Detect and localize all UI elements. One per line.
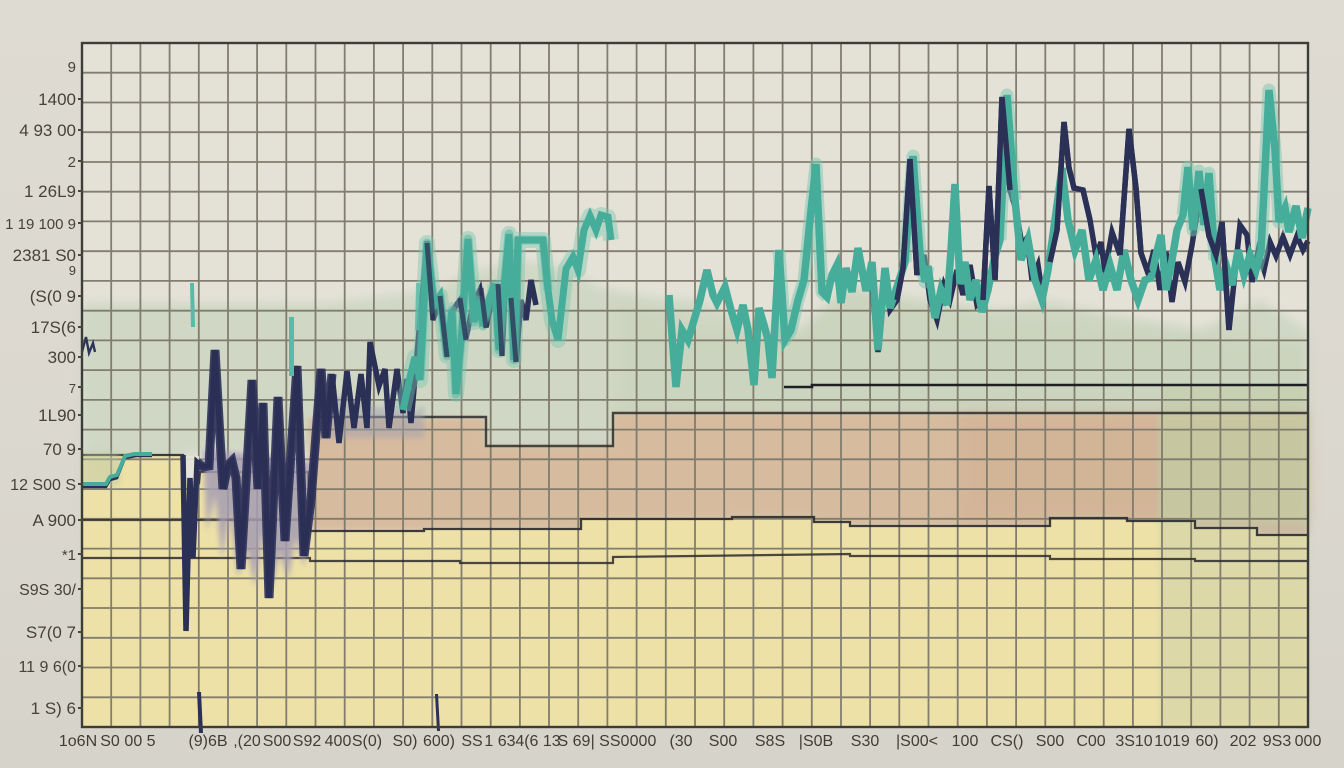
svg-text:3S10: 3S10 [1115,733,1152,750]
svg-text:S30: S30 [851,733,880,750]
svg-text:70 9: 70 9 [43,440,76,459]
svg-text:S00: S00 [263,733,292,750]
svg-text:S0): S0) [393,733,418,750]
svg-text:1L90: 1L90 [38,406,76,425]
svg-text:|S0B: |S0B [799,733,833,750]
svg-text:|S00<: |S00< [896,733,938,750]
svg-text:00 5: 00 5 [124,733,155,750]
svg-text:7: 7 [69,381,76,396]
svg-text:1 26L9: 1 26L9 [24,182,76,201]
svg-text:100: 100 [952,733,979,750]
svg-text:11 9 6(0: 11 9 6(0 [18,659,76,676]
svg-text:400: 400 [325,733,352,750]
svg-text:S(0): S(0) [352,733,382,750]
svg-text:000: 000 [630,733,657,750]
svg-text:SS: SS [461,733,482,750]
svg-text:12 S00 S: 12 S00 S [10,477,76,494]
svg-text:S7(0 7: S7(0 7 [26,623,76,642]
svg-text:,(20: ,(20 [233,733,261,750]
svg-text:1 19 100 9: 1 19 100 9 [5,216,76,233]
svg-text:2381 S0: 2381 S0 [13,246,76,265]
svg-text:1400: 1400 [38,90,76,109]
svg-text:202: 202 [1230,733,1257,750]
svg-text:S0: S0 [100,733,120,750]
svg-text:A 900: A 900 [33,511,77,530]
svg-text:9: 9 [68,59,76,76]
svg-text:2: 2 [68,154,76,171]
svg-text:(S(0 9: (S(0 9 [30,287,76,306]
svg-text:60): 60) [1195,733,1218,750]
svg-text:1o6N: 1o6N [59,733,97,750]
svg-text:1019: 1019 [1154,733,1190,750]
svg-text:1 63: 1 63 [484,733,515,750]
svg-text:S8S: S8S [755,733,785,750]
svg-text:*1: *1 [62,547,76,564]
svg-text:17S(6: 17S(6 [31,318,76,337]
svg-text:S92: S92 [293,733,322,750]
svg-text:S 69: S 69 [558,733,591,750]
svg-text:(9)6B: (9)6B [188,733,227,750]
svg-text:S9S 30/: S9S 30/ [19,582,76,599]
svg-text:9: 9 [69,263,76,278]
svg-text:1 S) 6: 1 S) 6 [31,699,76,718]
svg-text:4(6 13: 4(6 13 [515,733,560,750]
svg-text:S00: S00 [1036,733,1065,750]
svg-text:S00: S00 [709,733,738,750]
svg-text:(30: (30 [669,733,692,750]
svg-text:9S3: 9S3 [1263,733,1292,750]
svg-text:300: 300 [48,348,76,367]
svg-text:000: 000 [1295,733,1322,750]
svg-text:4 93 00: 4 93 00 [19,121,76,140]
svg-text:CS(): CS() [991,733,1024,750]
svg-text:C00: C00 [1076,733,1105,750]
svg-text:| SS0: | SS0 [591,733,630,750]
svg-text:600): 600) [423,733,455,750]
